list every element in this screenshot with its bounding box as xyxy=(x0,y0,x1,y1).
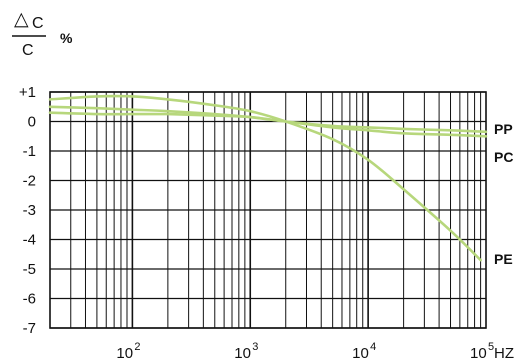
ylabel-numerator: C xyxy=(32,15,44,32)
x-tick-label-exponent: 5 xyxy=(488,341,494,353)
series-line-pe xyxy=(48,94,482,262)
series-lines xyxy=(48,94,488,262)
ylabel-unit: % xyxy=(60,30,73,46)
y-tick-label: -5 xyxy=(23,261,36,278)
x-tick-labels: 10 2 10 3 10 4 10 5 xyxy=(116,341,494,362)
y-tick-label: -7 xyxy=(23,320,36,337)
x-tick-label-exponent: 3 xyxy=(252,341,258,353)
series-line-pc xyxy=(48,111,488,138)
series-labels: PP PC PE xyxy=(494,121,513,267)
series-label-pc: PC xyxy=(494,149,513,165)
y-tick-label: +1 xyxy=(19,84,36,101)
series-label-pp: PP xyxy=(494,121,513,137)
y-tick-label: -6 xyxy=(23,291,36,308)
y-tick-label: 0 xyxy=(28,114,36,131)
y-axis-title: △ C C % xyxy=(12,9,73,59)
y-tick-label: -2 xyxy=(23,173,36,190)
y-tick-label: -4 xyxy=(23,232,36,249)
x-tick-label-base: 10 xyxy=(234,345,251,362)
x-tick-label-base: 10 xyxy=(352,345,369,362)
x-tick-label-base: 10 xyxy=(470,345,487,362)
y-tick-labels: +1 0 -1 -2 -3 -4 -5 -6 -7 xyxy=(19,84,36,337)
x-tick-label-exponent: 4 xyxy=(370,341,376,353)
x-axis-unit: HZ xyxy=(494,345,514,362)
x-tick-label-base: 10 xyxy=(116,345,133,362)
delta-symbol: △ xyxy=(14,9,29,30)
x-tick-label-exponent: 2 xyxy=(134,341,140,353)
ylabel-denominator: C xyxy=(22,42,34,59)
series-label-pe: PE xyxy=(494,251,513,267)
grid xyxy=(49,91,487,329)
y-tick-label: -3 xyxy=(23,202,36,219)
y-tick-label: -1 xyxy=(23,143,36,160)
